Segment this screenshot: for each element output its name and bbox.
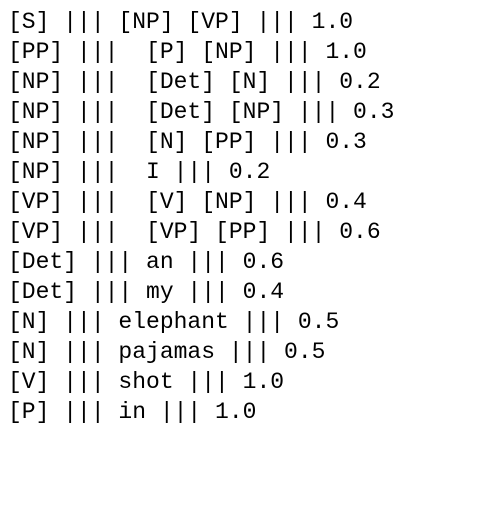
grammar-rule: [P] ||| in ||| 1.0 bbox=[8, 399, 257, 425]
grammar-text: [S] ||| [NP] [VP] ||| 1.0 [PP] ||| [P] [N… bbox=[8, 7, 394, 427]
grammar-rule: [VP] ||| [V] [NP] ||| 0.4 bbox=[8, 189, 367, 215]
grammar-rule: [NP] ||| [N] [PP] ||| 0.3 bbox=[8, 129, 367, 155]
grammar-rule: [S] ||| [NP] [VP] ||| 1.0 bbox=[8, 9, 354, 35]
grammar-rule: [Det] ||| an ||| 0.6 bbox=[8, 249, 285, 275]
grammar-rule: [N] ||| pajamas ||| 0.5 bbox=[8, 339, 326, 365]
grammar-rule: [NP] ||| I ||| 0.2 bbox=[8, 159, 271, 185]
grammar-rule: [VP] ||| [VP] [PP] ||| 0.6 bbox=[8, 219, 381, 245]
grammar-rule: [NP] ||| [Det] [NP] ||| 0.3 bbox=[8, 99, 395, 125]
grammar-rule: [Det] ||| my ||| 0.4 bbox=[8, 279, 285, 305]
grammar-rule: [PP] ||| [P] [NP] ||| 1.0 bbox=[8, 39, 367, 65]
grammar-rule: [NP] ||| [Det] [N] ||| 0.2 bbox=[8, 69, 381, 95]
grammar-rule: [V] ||| shot ||| 1.0 bbox=[8, 369, 285, 395]
grammar-rule: [N] ||| elephant ||| 0.5 bbox=[8, 309, 340, 335]
